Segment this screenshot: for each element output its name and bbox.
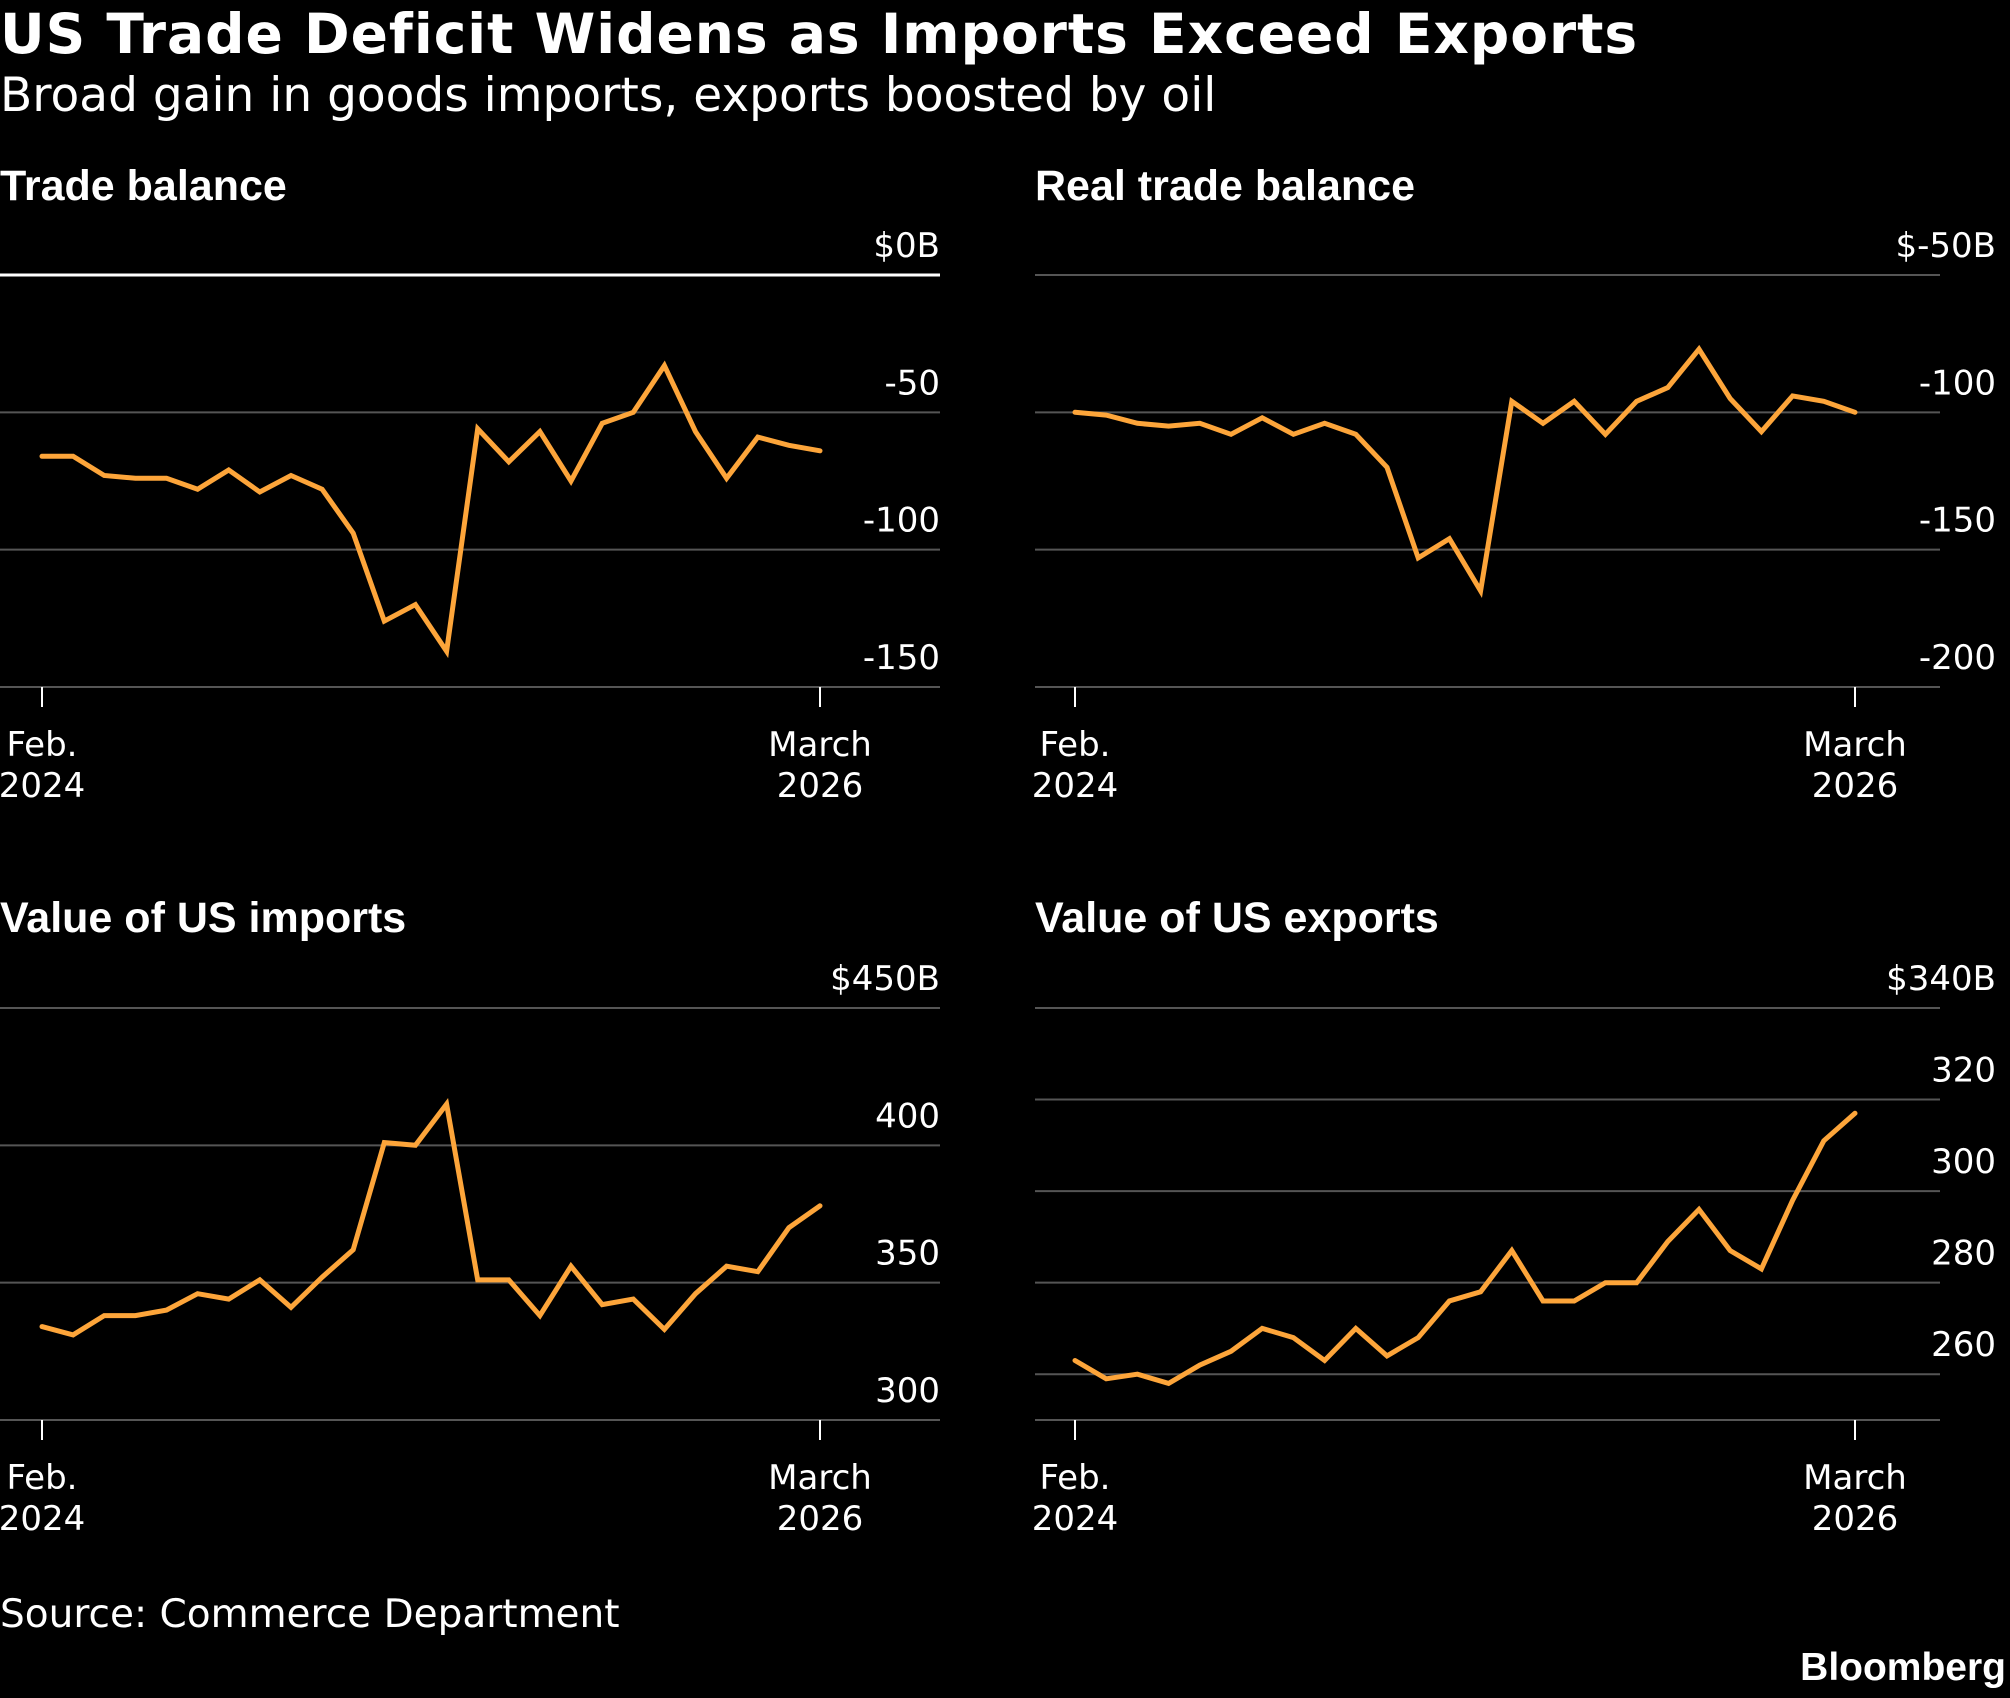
series-line: [39, 360, 823, 659]
bloomberg-logo: Bloomberg: [1800, 1646, 2006, 1689]
x-tick-label: March: [768, 725, 872, 765]
series-line: [39, 1098, 823, 1338]
x-tick-label: 2024: [0, 1499, 85, 1539]
y-tick-label: -50: [884, 363, 940, 403]
y-tick-label: $0B: [873, 226, 940, 266]
y-tick-label: $450B: [830, 959, 940, 999]
y-tick-label: $-50B: [1896, 226, 1997, 266]
x-tick-label: Feb.: [1039, 1458, 1110, 1498]
y-tick-label: -200: [1919, 638, 1996, 678]
y-tick-label: -100: [863, 501, 940, 541]
x-tick-label: 2024: [1032, 1499, 1119, 1539]
panel-title-exports: Value of US exports: [1035, 894, 1439, 942]
y-tick-label: 260: [1931, 1325, 1996, 1365]
y-tick-label: 280: [1931, 1234, 1996, 1274]
x-tick-label: March: [1803, 1458, 1907, 1498]
x-tick-label: Feb.: [6, 1458, 77, 1498]
x-tick-label: 2026: [1812, 766, 1899, 806]
series-line: [1072, 1110, 1858, 1387]
source-note: Source: Commerce Department: [0, 1592, 620, 1637]
panel-title-real-trade-balance: Real trade balance: [1035, 162, 1416, 210]
x-tick-label: 2024: [1032, 766, 1119, 806]
x-tick-label: March: [1803, 725, 1907, 765]
y-tick-label: 300: [875, 1371, 940, 1411]
x-tick-label: Feb.: [1039, 725, 1110, 765]
x-tick-label: 2026: [777, 766, 864, 806]
x-tick-label: 2026: [1812, 1499, 1899, 1539]
panel-title-trade-balance: Trade balance: [0, 162, 287, 210]
y-tick-label: -150: [1919, 501, 1996, 541]
y-tick-label: 300: [1931, 1142, 1996, 1182]
chart-title: US Trade Deficit Widens as Imports Excee…: [0, 2, 1639, 66]
y-tick-label: 350: [875, 1234, 940, 1274]
panel-title-imports: Value of US imports: [0, 894, 407, 942]
y-tick-label: -100: [1919, 363, 1996, 403]
x-tick-label: Feb.: [6, 725, 77, 765]
x-tick-label: March: [768, 1458, 872, 1498]
y-tick-label: $340B: [1886, 959, 1996, 999]
y-tick-label: 400: [875, 1096, 940, 1136]
y-tick-label: -150: [863, 638, 940, 678]
x-tick-label: 2026: [777, 1499, 864, 1539]
x-tick-label: 2024: [0, 766, 85, 806]
y-tick-label: 320: [1931, 1051, 1996, 1091]
series-line: [1072, 344, 1858, 599]
chart-subtitle: Broad gain in goods imports, exports boo…: [0, 68, 1217, 123]
